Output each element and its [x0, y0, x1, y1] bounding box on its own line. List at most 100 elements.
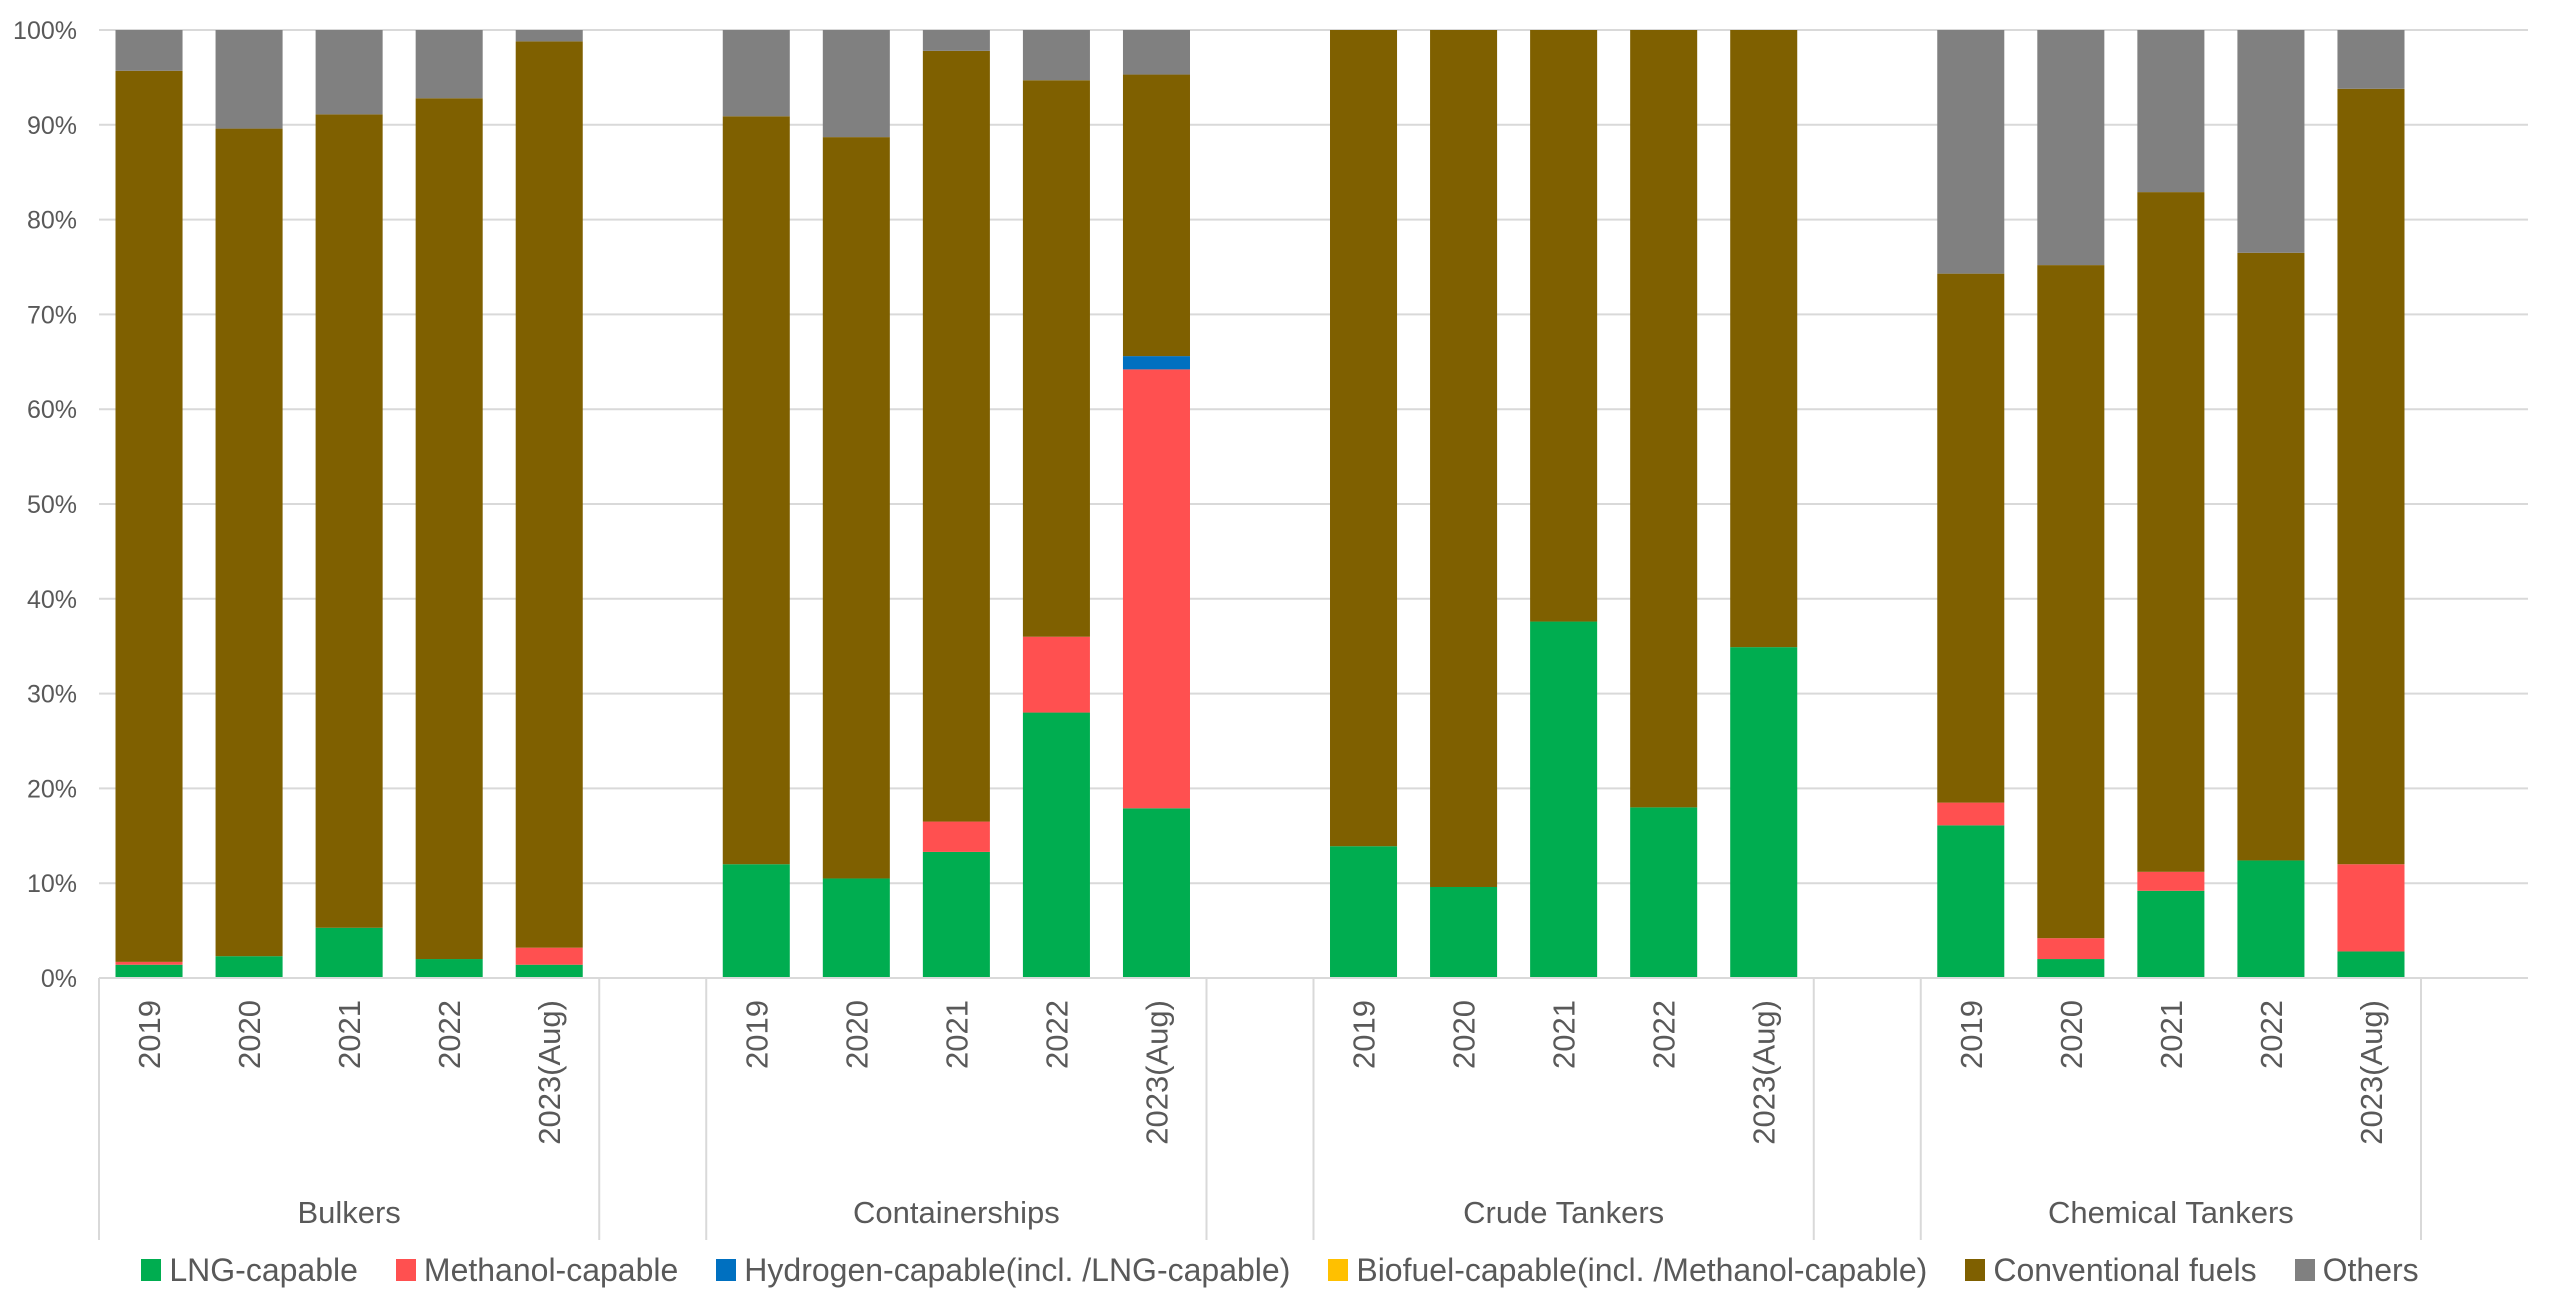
x-tick-label: 2021 [1547, 1000, 1582, 1069]
bar-segment-lng-capable [1630, 807, 1698, 978]
bar-segment-methanol-capable [115, 961, 183, 965]
legend-swatch [1965, 1259, 1986, 1281]
x-tick-label: 2023(Aug) [532, 1000, 567, 1145]
x-tick-label: 2022 [1039, 1000, 1074, 1069]
bar-segment-lng-capable [1730, 647, 1798, 978]
bar-segment-lng-capable [822, 878, 890, 978]
legend-item: Hydrogen-capable(incl. /LNG-capable) [716, 1252, 1290, 1289]
legend-item: Methanol-capable [395, 1251, 679, 1289]
bar-segment-lng-capable [722, 864, 790, 978]
bar-segment-lng-capable [1530, 621, 1598, 978]
bar-segment-conventional-fuels [415, 98, 483, 960]
bar-segment-lng-capable [2037, 959, 2105, 978]
bar-segment-conventional-fuels [1630, 30, 1698, 808]
x-tick-label: 2021 [2154, 1000, 2189, 1069]
bar-segment-methanol-capable [2137, 871, 2205, 891]
x-tick-label: 2020 [839, 1000, 874, 1069]
bar-segment-lng-capable [1430, 886, 1498, 978]
bar-segment-conventional-fuels [1330, 30, 1398, 847]
y-tick-label: 40% [27, 586, 77, 614]
legend-label: Others [2322, 1251, 2419, 1288]
bar-segment-others [1937, 30, 2005, 274]
bar-segment-others [215, 30, 283, 129]
x-tick-label: 2020 [1447, 1000, 1482, 1069]
bar-segment-others [2037, 30, 2105, 266]
legend-label: Hydrogen-capable(incl. /LNG-capable) [744, 1251, 1291, 1288]
y-tick-label: 0% [41, 965, 77, 993]
legend-swatch [395, 1259, 416, 1281]
bar-segment-lng-capable [2337, 951, 2405, 978]
bar-segment-lng-capable [1022, 712, 1090, 978]
bar-segment-conventional-fuels [922, 50, 990, 822]
bar-segment-conventional-fuels [1022, 80, 1090, 637]
bar-segment-lng-capable [1122, 808, 1190, 978]
bar-segment-conventional-fuels [822, 137, 890, 879]
bar-segment-others [2337, 30, 2405, 89]
x-tick-label: 2023(Aug) [2354, 1000, 2389, 1145]
x-tick-label: 2023(Aug) [1139, 1000, 1174, 1145]
group-label: Containerships [853, 1195, 1060, 1230]
bar-segment-conventional-fuels [1937, 273, 2005, 803]
group-label: Chemical Tankers [2048, 1195, 2294, 1230]
bar-segment-conventional-fuels [2337, 88, 2405, 865]
y-tick-label: 80% [27, 207, 77, 235]
bar-segment-conventional-fuels [215, 128, 283, 957]
bar-segment-methanol-capable [1022, 636, 1090, 713]
bar-segment-lng-capable [115, 964, 183, 978]
bar-segment-conventional-fuels [1530, 30, 1598, 622]
legend-swatch [141, 1259, 162, 1281]
bar-segment-lng-capable [415, 959, 483, 978]
x-axis: 2019 2020 2021 2022 2023(Aug) Bulkers 2019 2020… [98, 977, 2528, 1240]
bar-segment-methanol-capable [1122, 369, 1190, 809]
gridlines [99, 29, 2528, 979]
bar-segment-others [922, 30, 990, 51]
y-tick-label: 30% [27, 681, 77, 709]
legend-label: LNG-capable [169, 1251, 358, 1288]
legend-item: Biofuel-capable(incl. /Methanol-capable) [1328, 1252, 1927, 1289]
bar-segment-lng-capable [1937, 825, 2005, 978]
y-tick-label: 20% [27, 775, 77, 803]
y-tick-label: 100% [13, 17, 77, 45]
bar-segment-others [2237, 30, 2305, 253]
x-tick-label: 2022 [1647, 1000, 1682, 1069]
group-label: Bulkers [297, 1195, 400, 1230]
bar-segment-conventional-fuels [722, 116, 790, 865]
y-tick-label: 90% [27, 112, 77, 140]
bar-segment-conventional-fuels [2037, 265, 2105, 939]
legend-item: LNG-capable [141, 1252, 358, 1289]
bar-segment-methanol-capable [515, 947, 583, 965]
bar-segment-conventional-fuels [2137, 192, 2205, 872]
bar-segment-conventional-fuels [315, 114, 383, 928]
x-tick-label: 2020 [2054, 1000, 2089, 1069]
bar-segment-others [515, 30, 583, 42]
legend-label: Methanol-capable [423, 1251, 679, 1288]
x-tick-label: 2021 [332, 1000, 367, 1069]
legend-swatch [1328, 1259, 1349, 1281]
bar-segment-lng-capable [2137, 890, 2205, 978]
x-tick-label: 2019 [132, 1000, 167, 1069]
bar-segment-others [115, 30, 183, 71]
y-tick-label: 60% [27, 396, 77, 424]
bar-segment-others [1022, 30, 1090, 81]
x-tick-label: 2021 [939, 1000, 974, 1069]
x-tick-label: 2022 [432, 1000, 467, 1069]
legend-label: Biofuel-capable(incl. /Methanol-capable) [1356, 1251, 1928, 1288]
bar-segment-lng-capable [922, 851, 990, 978]
bar-segment-methanol-capable [2337, 864, 2405, 952]
bar-segment-others [2137, 30, 2205, 193]
bar-segment-others [315, 30, 383, 115]
x-tick-label: 2019 [739, 1000, 774, 1069]
bars [115, 30, 2405, 978]
bar-segment-lng-capable [515, 964, 583, 978]
legend-swatch [716, 1259, 737, 1281]
bar-segment-lng-capable [1330, 846, 1398, 978]
bar-segment-conventional-fuels [515, 41, 583, 948]
legend-item: Conventional fuels [1965, 1252, 2257, 1289]
x-tick-label: 2022 [2254, 1000, 2289, 1069]
bar-segment-others [1122, 30, 1190, 75]
y-tick-label: 10% [27, 870, 77, 898]
bar-segment-conventional-fuels [115, 70, 183, 962]
legend-item: Others [2294, 1251, 2419, 1289]
legend: LNG-capable Methanol-capable Hydrogen-capa… [0, 1245, 2560, 1295]
